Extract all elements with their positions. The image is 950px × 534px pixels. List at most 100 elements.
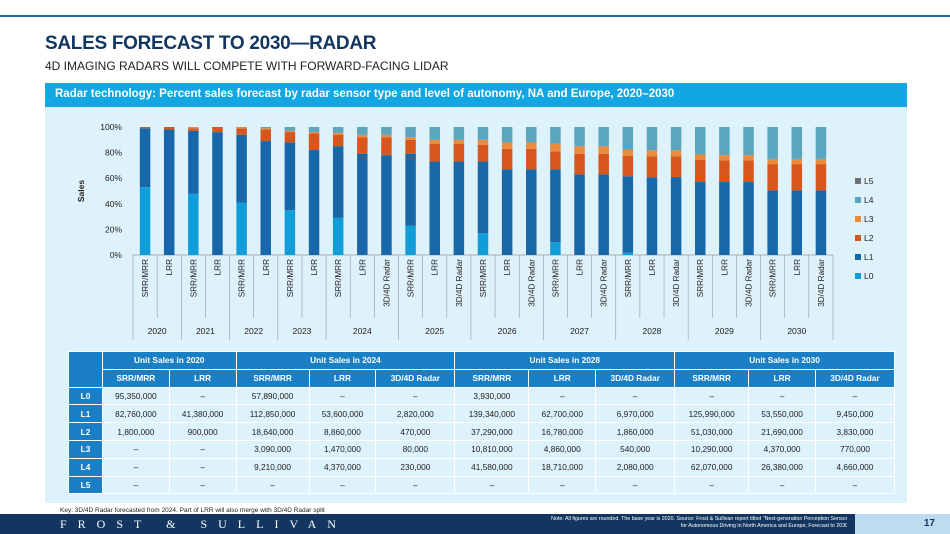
bar-segment-L0 (284, 210, 296, 255)
bar-segment-L0 (188, 193, 199, 255)
x-category-label: 3D/4D Radar (672, 259, 681, 307)
value-cell: – (102, 457, 170, 477)
value-cell: 3,930,000 (454, 386, 530, 406)
value-cell: 18,710,000 (528, 457, 597, 477)
x-category-label: LRR (648, 259, 657, 275)
legend-label: L0 (864, 271, 874, 281)
value-cell: – (168, 386, 237, 406)
bar-segment-L2 (743, 160, 754, 183)
value-cell: 125,990,000 (674, 404, 750, 424)
value-cell: 37,290,000 (454, 422, 530, 441)
x-group-label: 2022 (244, 326, 263, 336)
page-number: 17 (923, 518, 935, 529)
bar-segment-L3 (260, 128, 272, 130)
value-cell: 770,000 (814, 439, 896, 459)
bar-segment-L3 (815, 158, 827, 165)
bar-segment-L3 (598, 146, 609, 154)
y-tick-label: 60% (105, 173, 122, 183)
x-group-label: 2028 (643, 326, 662, 336)
bar-segment-L3 (526, 142, 537, 149)
value-cell: – (168, 475, 237, 495)
top-rule (0, 15, 950, 17)
bar-segment-L1 (139, 128, 151, 188)
bar-segment-L1 (550, 169, 561, 243)
table-subheader: SRR/MRR LRR SRR/MRR LRR 3D/4D Radar SRR/MRR LR… (69, 368, 896, 388)
bar-segment-L4 (381, 127, 392, 135)
value-cell: 10,290,000 (674, 439, 750, 459)
value-cell: 41,580,000 (454, 457, 530, 477)
x-group-label: 2029 (715, 326, 734, 336)
legend-swatch (855, 197, 861, 203)
legend-label: L4 (864, 195, 874, 205)
bar-segment-L4 (308, 127, 320, 133)
page-subtitle: 4D IMAGING RADARS WILL COMPETE WITH FORW… (45, 59, 449, 73)
bar-segment-L2 (767, 164, 778, 191)
x-category-label: 3D/4D Radar (600, 259, 609, 307)
x-category-label: 3D/4D Radar (455, 259, 464, 307)
value-cell: 18,640,000 (235, 422, 310, 441)
table-group-header: Unit Sales in 2020 Unit Sales in 2024 Un… (68, 351, 895, 388)
footer-accent (855, 514, 950, 534)
bar-segment-L2 (477, 144, 489, 162)
bar-segment-L4 (670, 127, 682, 151)
value-cell: – (748, 386, 816, 406)
x-group-label: 2020 (148, 326, 167, 336)
bar-segment-L3 (284, 130, 296, 133)
bar-segment-L4 (429, 127, 440, 140)
x-category-label: LRR (213, 259, 222, 275)
legend-swatch (855, 235, 861, 241)
value-cell: – (375, 386, 456, 406)
value-cell: 62,070,000 (674, 457, 750, 477)
value-cell: 82,760,000 (102, 404, 170, 424)
x-category-label: LRR (310, 259, 319, 275)
value-cell: 4,370,000 (748, 439, 816, 459)
legend-label: L3 (864, 214, 874, 224)
value-cell: 26,380,000 (748, 457, 816, 477)
bar-segment-L1 (719, 182, 730, 255)
x-category-label: SRR/MRR (238, 259, 247, 297)
x-category-label: SRR/MRR (696, 259, 705, 297)
value-cell: 1,860,000 (595, 422, 676, 441)
x-category-label: SRR/MRR (769, 259, 778, 297)
stacked-bar-chart: 0% 20% 40% 60% 80% 100% Sales SRR/MRR LRR 2020 SRR… (76, 122, 874, 340)
x-category-label: 3D/4D Radar (745, 259, 754, 307)
bar-segment-L0 (477, 233, 489, 255)
y-tick-label: 20% (105, 224, 122, 234)
unit-sales-table: Unit Sales in 2020 Unit Sales in 2024 Un… (68, 351, 896, 495)
value-cell: 3,830,000 (814, 422, 896, 441)
bar-segment-L0 (550, 242, 561, 255)
group-header: Unit Sales in 2024 (235, 351, 456, 370)
subheader-cell: LRR (308, 368, 377, 388)
bar-segment-L1 (743, 182, 754, 255)
bar-segment-L3 (791, 158, 803, 165)
value-cell: – (595, 386, 676, 406)
value-cell: 9,210,000 (235, 457, 310, 477)
bar-segment-L3 (719, 155, 730, 161)
bar-segment-L2 (332, 134, 344, 147)
bar-segment-L2 (670, 156, 682, 178)
value-cell: – (528, 386, 597, 406)
bar-segment-L1 (308, 150, 320, 255)
bar-segment-L2 (260, 129, 272, 142)
legend-swatch (855, 273, 861, 279)
table-row: L3– –3,090,000 1,470,000 80,000 10,810,000 4,… (68, 439, 896, 459)
x-category-label: LRR (358, 259, 367, 275)
level-cell: L2 (68, 422, 103, 441)
bar-segment-L3 (767, 158, 778, 165)
x-category-label: LRR (262, 259, 271, 275)
value-cell: 53,550,000 (748, 404, 816, 424)
bar-segment-L0 (405, 225, 416, 255)
x-group-label: 2021 (196, 326, 215, 336)
bar-segment-L4 (284, 127, 296, 131)
x-category-label: SRR/MRR (624, 259, 633, 297)
value-cell: 1,470,000 (308, 439, 377, 459)
bar-segment-L4 (743, 127, 754, 156)
x-category-label: SRR/MRR (189, 259, 198, 297)
value-cell: 9,450,000 (814, 404, 896, 424)
bar-segment-L4 (332, 127, 344, 133)
value-cell: – (748, 475, 816, 495)
value-cell: – (595, 475, 676, 495)
x-group-label: 2025 (425, 326, 444, 336)
value-cell: 6,970,000 (595, 404, 676, 424)
value-cell: 8,860,000 (308, 422, 377, 441)
